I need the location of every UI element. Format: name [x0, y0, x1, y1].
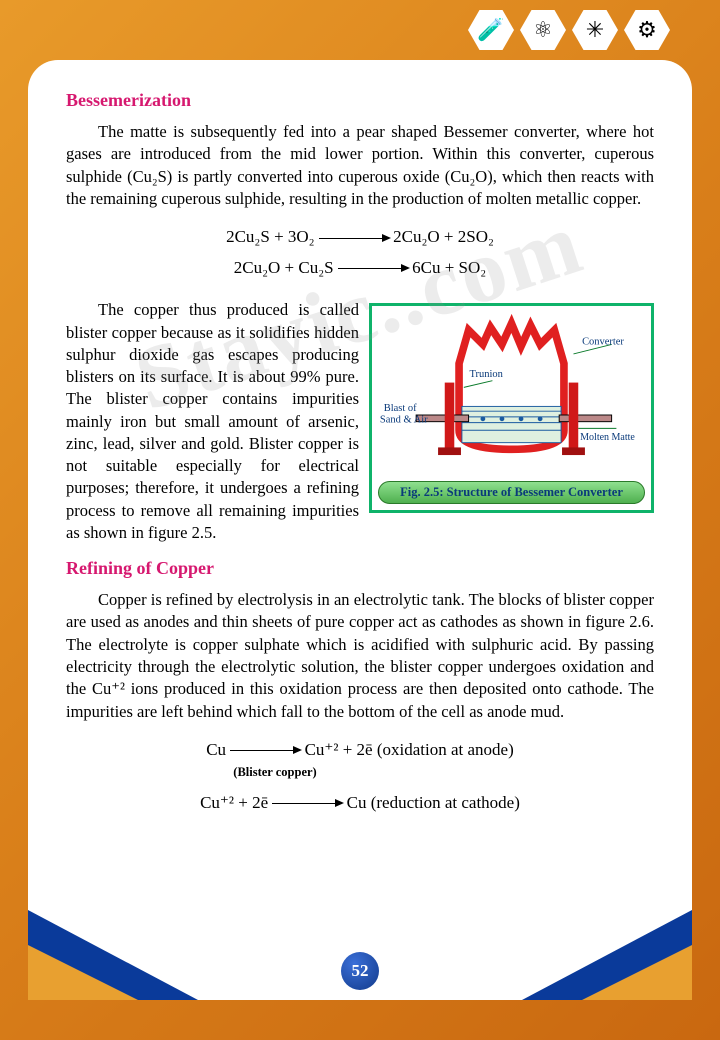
converter-diagram-icon: Converter Trunion Blast of Sand & Air Mo…	[378, 312, 645, 477]
atom-icon: ⚛	[520, 10, 566, 50]
reaction-arrow-icon	[272, 803, 342, 804]
header-icons: 🧪 ⚛ ✳ ⚙	[468, 10, 670, 50]
footer-triangle-right-inner	[582, 945, 692, 1000]
blister-section: Converter Trunion Blast of Sand & Air Mo…	[66, 299, 654, 544]
label-matte: Molten Matte	[580, 432, 635, 443]
molecule-icon: 🧪	[468, 10, 514, 50]
figure-caption: Fig. 2.5: Structure of Bessemer Converte…	[378, 481, 645, 504]
page-card: Stayic..com Bessemerization The matte is…	[28, 60, 692, 1000]
reaction-arrow-icon	[230, 750, 300, 751]
page-number: 52	[341, 952, 379, 990]
footer-triangle-left-inner	[28, 945, 138, 1000]
heading-bessemerization: Bessemerization	[66, 90, 654, 111]
label-trunion: Trunion	[470, 369, 504, 380]
equations-block-2: Cu Cu⁺² + 2ē (oxidation at anode) (Blist…	[66, 735, 654, 819]
eq1-left: 2Cu₂S + 3O₂	[226, 227, 315, 246]
label-blast-2: Sand & Air	[380, 415, 428, 426]
label-blast-1: Blast of	[384, 403, 417, 414]
eq3-left: Cu	[206, 740, 226, 759]
equation-1: 2Cu₂S + 3O₂ 2Cu₂O + 2SO₂	[66, 222, 654, 253]
para-bessemerization: The matte is subsequently fed into a pea…	[66, 121, 654, 210]
eq2-right: 6Cu + SO₂	[412, 258, 486, 277]
figure-bessemer-converter: Converter Trunion Blast of Sand & Air Mo…	[369, 303, 654, 513]
equations-block-1: 2Cu₂S + 3O₂ 2Cu₂O + 2SO₂ 2Cu₂O + Cu₂S 6C…	[66, 222, 654, 283]
eq4-right: Cu (reduction at cathode)	[347, 793, 520, 812]
eq2-left: 2Cu₂O + Cu₂S	[234, 258, 334, 277]
para-refining: Copper is refined by electrolysis in an …	[66, 589, 654, 723]
struct-icon: ⚙	[624, 10, 670, 50]
reaction-arrow-icon	[319, 238, 389, 239]
heading-refining: Refining of Copper	[66, 558, 654, 579]
equation-2: 2Cu₂O + Cu₂S 6Cu + SO₂	[66, 253, 654, 284]
eq3-right: Cu⁺² + 2ē (oxidation at anode)	[305, 740, 514, 759]
eq4-left: Cu⁺² + 2ē	[200, 793, 268, 812]
reaction-arrow-icon	[338, 268, 408, 269]
label-converter: Converter	[582, 337, 624, 348]
equation-4: Cu⁺² + 2ē Cu (reduction at cathode)	[66, 788, 654, 819]
bond-icon: ✳	[572, 10, 618, 50]
eq1-right: 2Cu₂O + 2SO₂	[393, 227, 494, 246]
